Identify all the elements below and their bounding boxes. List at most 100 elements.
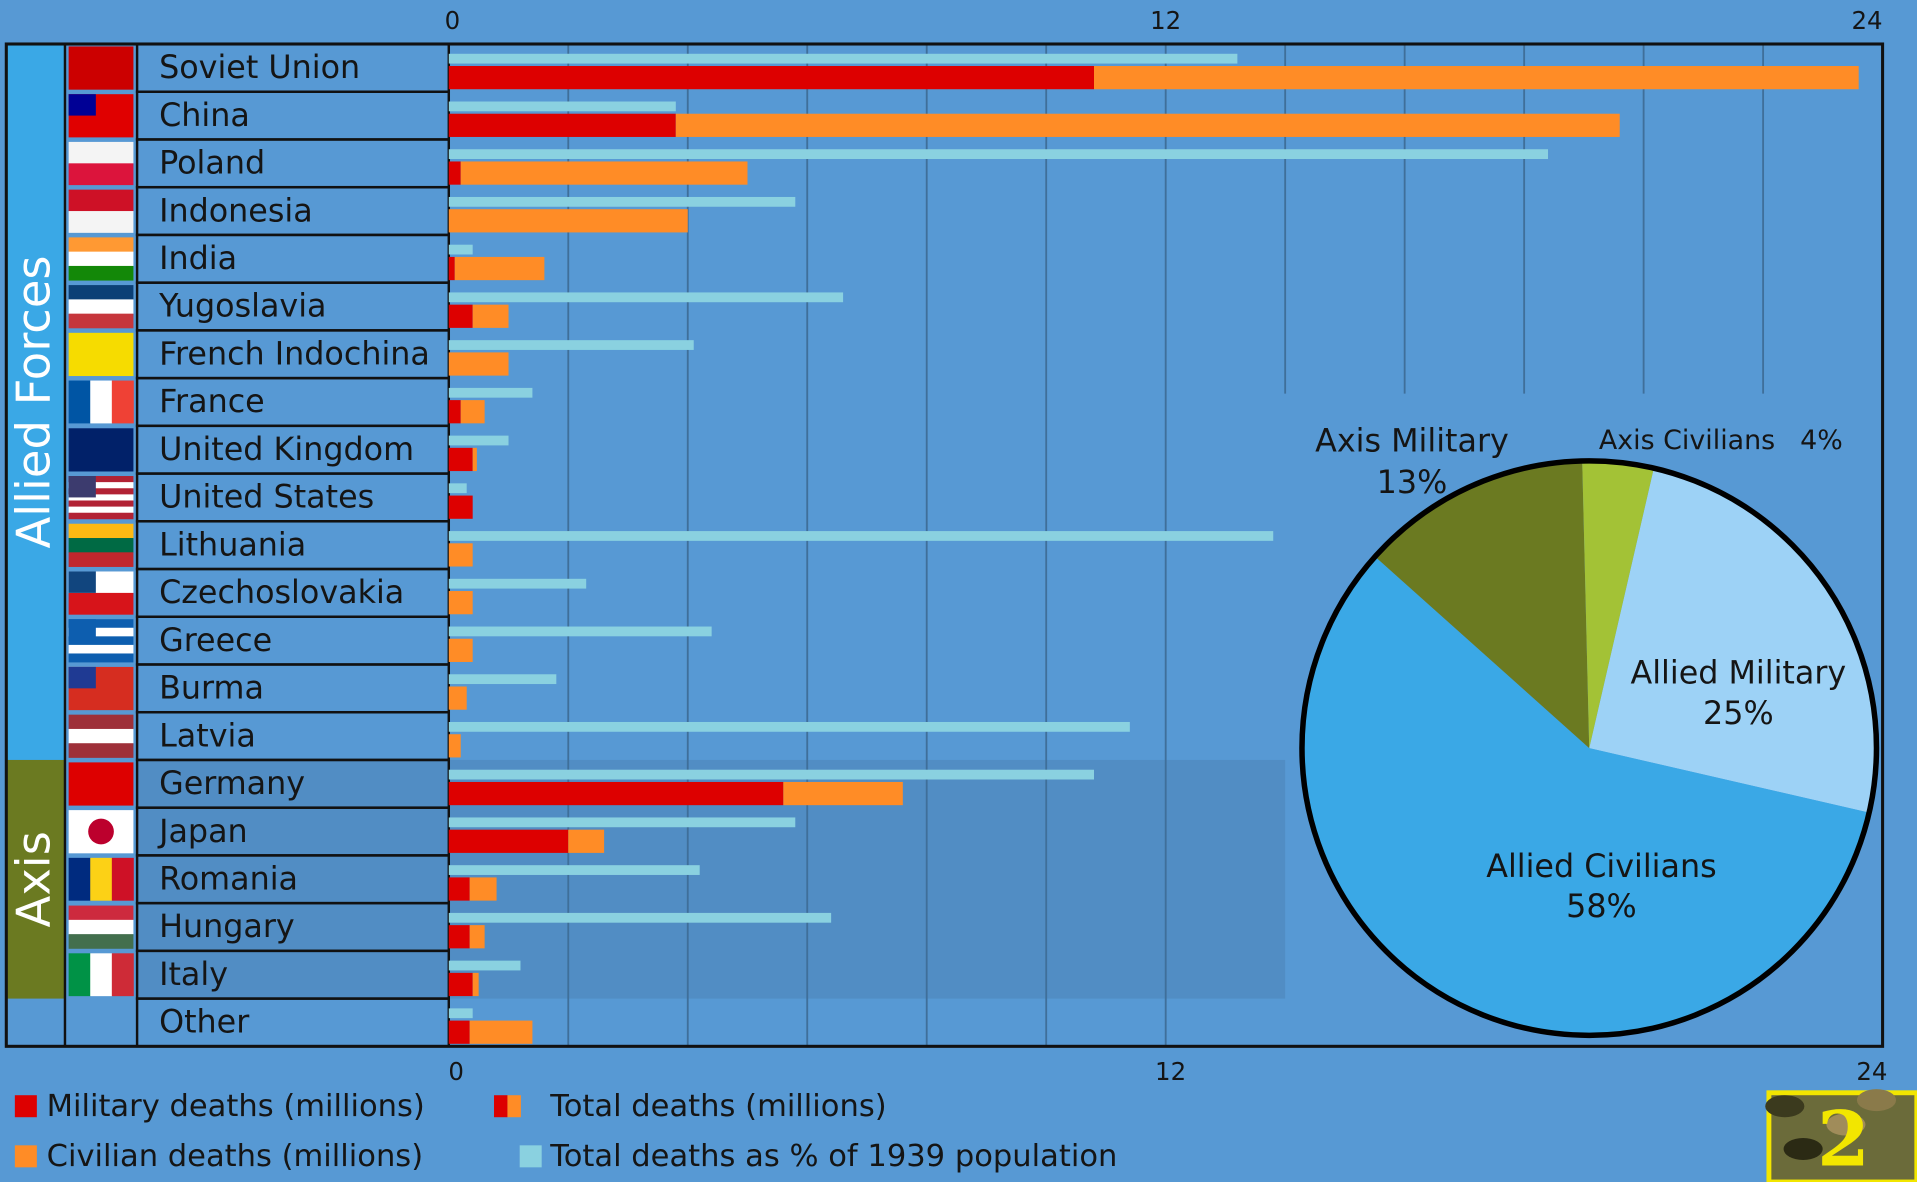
group-band (6, 44, 65, 760)
percent-bar (448, 244, 473, 255)
percent-bar (448, 435, 509, 446)
civilian-bar (448, 638, 473, 662)
civilian-bar (472, 304, 509, 328)
percent-bar (448, 483, 467, 494)
category-label: Soviet Union (159, 50, 360, 86)
category-label: Germany (159, 766, 305, 802)
flag (68, 953, 91, 997)
percent-bar (448, 196, 796, 207)
flag (68, 857, 91, 901)
percent-bar (448, 292, 844, 303)
civilian-bar (783, 781, 903, 806)
flag-canton (68, 571, 96, 593)
flag (68, 506, 134, 514)
category-label: Poland (159, 146, 265, 182)
x-tick-label: 12 (1150, 6, 1181, 35)
percent-bar (448, 865, 700, 875)
military-bar (448, 925, 470, 949)
legend-label: Total deaths (millions) (549, 1089, 886, 1124)
military-bar (448, 447, 473, 472)
legend-swatch (507, 1095, 521, 1118)
civilian-bar (469, 877, 497, 901)
civilian-bar (448, 352, 509, 376)
category-label: Yugoslavia (158, 289, 326, 325)
percent-bar (448, 960, 521, 971)
civilian-bar (675, 113, 1620, 137)
flag (68, 919, 134, 935)
flag (68, 592, 134, 615)
flag (68, 619, 134, 629)
civilian-bar (448, 686, 467, 710)
x-tick-label: 0 (445, 6, 461, 35)
legend-label: Military deaths (millions) (47, 1089, 425, 1124)
category-label: France (159, 384, 265, 420)
category-label: India (159, 241, 237, 277)
military-bar (448, 161, 461, 185)
pie-outline (1299, 458, 1880, 1039)
military-bar (448, 495, 473, 519)
percent-bar (448, 531, 1274, 541)
flag (68, 552, 134, 567)
pie-value-label: 13% (1377, 465, 1448, 501)
civilian-bar (472, 447, 477, 472)
flag (68, 653, 134, 663)
flag (68, 523, 134, 539)
flag (68, 313, 134, 329)
flag-canton (68, 94, 96, 116)
percent-bar (448, 769, 1094, 780)
flag (111, 857, 134, 901)
category-label: China (159, 98, 250, 134)
category-label: Lithuania (159, 527, 306, 563)
logo-camo (1783, 1137, 1823, 1160)
flag (68, 905, 134, 921)
category-label: Greece (159, 623, 272, 659)
percent-bar (448, 721, 1130, 732)
x-tick-label: 12 (1155, 1057, 1186, 1086)
flag (68, 627, 134, 637)
percent-bar (448, 578, 587, 589)
flag (68, 714, 134, 730)
military-bar (448, 66, 1094, 90)
percent-bar (448, 817, 796, 828)
flag (68, 380, 91, 424)
group-label: Axis (6, 831, 60, 927)
category-label: United Kingdom (159, 432, 414, 468)
pie-value-label: 58% (1566, 889, 1637, 925)
percent-bar (448, 53, 1238, 64)
flag (90, 380, 113, 424)
legend-label: Civilian deaths (millions) (47, 1139, 424, 1174)
civilian-bar (472, 972, 479, 997)
flag (68, 500, 134, 507)
flag (68, 512, 134, 520)
flag-canton (68, 666, 96, 689)
category-label: Czechoslovakia (159, 575, 404, 611)
x-tick-label: 24 (1856, 1057, 1887, 1086)
flag (68, 299, 134, 315)
pie-slice (1589, 468, 1877, 813)
military-bar (448, 1020, 470, 1044)
flag-disc (88, 818, 114, 845)
category-label: Latvia (159, 718, 256, 754)
flag (111, 380, 134, 424)
flag (68, 743, 134, 758)
civilian-bar (454, 256, 545, 281)
percent-bar (448, 149, 1549, 160)
military-bar (448, 304, 473, 328)
percent-bar (448, 340, 694, 350)
flag (68, 189, 134, 212)
x-tick-label: 0 (448, 1057, 464, 1086)
military-bar (448, 113, 676, 137)
percent-bar (448, 1008, 473, 1019)
civilian-bar (1093, 66, 1859, 90)
percent-bar (448, 387, 533, 398)
flag (111, 953, 134, 997)
flag (68, 488, 134, 495)
group-band (6, 759, 65, 999)
frame (4, 42, 1885, 1048)
category-label: Indonesia (159, 193, 313, 229)
flag (68, 636, 134, 646)
legend-swatch (14, 1095, 37, 1118)
logo-camo (1765, 1095, 1805, 1118)
